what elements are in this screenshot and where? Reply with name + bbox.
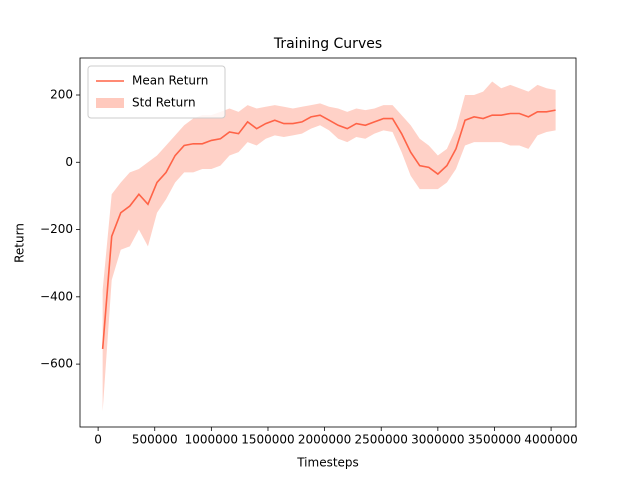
x-tick-label: 0 <box>94 433 102 447</box>
legend-label: Mean Return <box>132 74 208 88</box>
y-tick-label: −600 <box>40 357 73 371</box>
x-tick-label: 1000000 <box>185 433 238 447</box>
mean-line <box>101 109 556 350</box>
x-axis-label: Timesteps <box>296 456 359 470</box>
legend-patch <box>96 98 124 108</box>
y-tick-label: 0 <box>65 155 73 169</box>
y-tick-label: 200 <box>50 88 73 102</box>
y-tick-label: −200 <box>40 222 73 236</box>
y-axis-label: Return <box>13 223 27 263</box>
chart-title: Training Curves <box>273 36 382 52</box>
legend-label: Std Return <box>132 96 196 110</box>
std-band <box>102 81 556 412</box>
x-tick-label: 4000000 <box>524 433 577 447</box>
x-tick-label: 2000000 <box>298 433 351 447</box>
plot-frame <box>79 57 577 428</box>
x-tick-label: 2500000 <box>354 433 407 447</box>
x-tick-label: 3000000 <box>411 433 464 447</box>
x-tick-label: 500000 <box>132 433 178 447</box>
y-tick-label: −400 <box>40 289 73 303</box>
x-tick-label: 1500000 <box>241 433 294 447</box>
x-tick-label: 3500000 <box>468 433 521 447</box>
